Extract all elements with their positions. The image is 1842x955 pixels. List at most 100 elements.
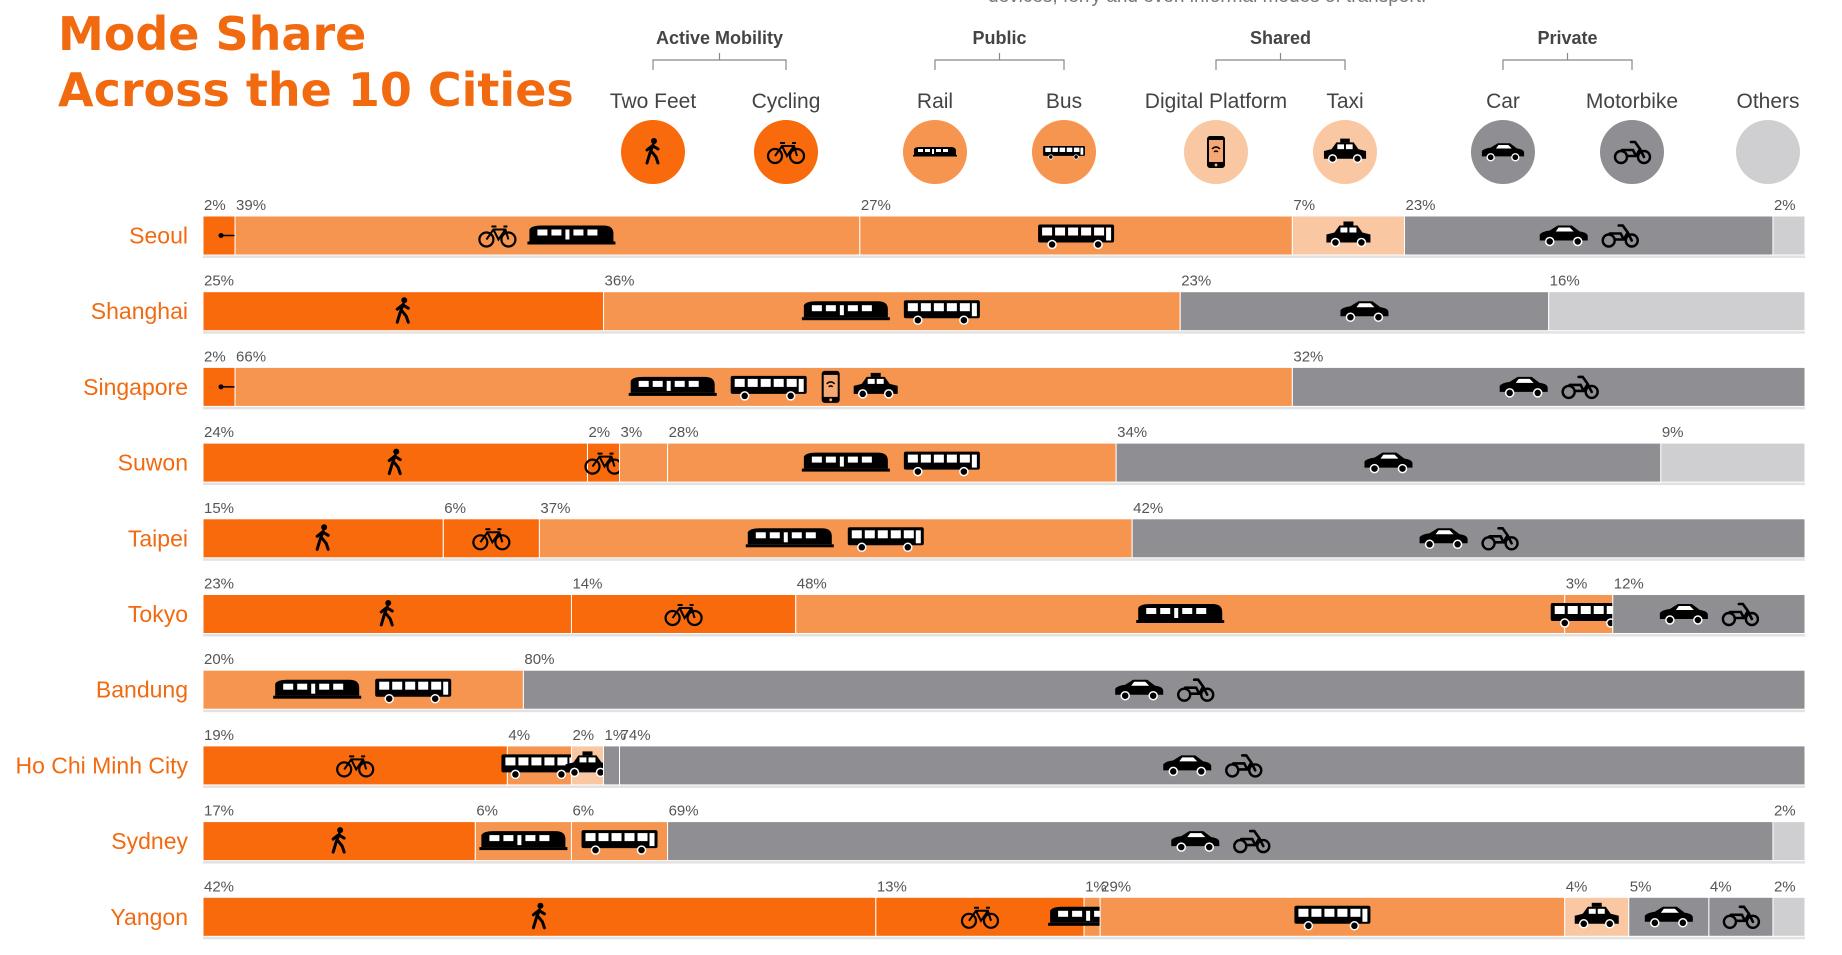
value-label: 32% xyxy=(1293,348,1323,365)
legend-item-label: Rail xyxy=(917,90,953,113)
value-label: 74% xyxy=(621,727,651,744)
legend-item-label: Cycling xyxy=(752,90,821,113)
row-yangon: Yangon 42% 13% 1%29% 4% 5% 4% 2% xyxy=(110,878,1806,940)
row-shanghai: Shanghai 25% 36% 23% 16% xyxy=(91,273,1806,334)
value-label: 4% xyxy=(1710,878,1732,895)
value-label: 23% xyxy=(204,576,234,593)
bar-segment-private xyxy=(1708,896,1774,937)
bar-segment-public xyxy=(619,442,669,483)
legend-items: Two Feet Cycling Rail Bus Digital Platform Ta… xyxy=(610,90,1800,184)
value-label: 80% xyxy=(524,651,554,668)
bar-segment-private xyxy=(1612,594,1806,634)
bar-segment-others xyxy=(1772,821,1806,862)
train-icon xyxy=(801,301,890,321)
value-label: 4% xyxy=(508,727,530,744)
bar-segment-private xyxy=(619,745,1806,786)
value-label: 25% xyxy=(204,273,234,290)
city-label: Ho Chi Minh City xyxy=(15,752,188,778)
train-icon xyxy=(1136,604,1225,623)
value-label: 48% xyxy=(797,576,827,593)
legend-swatch xyxy=(1600,120,1664,184)
bar-segment-private xyxy=(603,745,621,786)
value-label: 9% xyxy=(1662,424,1684,441)
value-label: 7% xyxy=(1293,197,1315,214)
row-bandung: Bandung 20% 80% xyxy=(96,651,1806,713)
title-line-1: Mode Share xyxy=(58,7,367,61)
value-label: 2% xyxy=(588,424,610,441)
legend-item-cycling: Cycling xyxy=(752,90,821,184)
legend-item-label: Taxi xyxy=(1326,90,1363,113)
bar-segment-public xyxy=(202,669,524,710)
value-label: 2% xyxy=(1774,197,1796,214)
legend-item-label: Two Feet xyxy=(610,90,697,113)
value-label: 23% xyxy=(1406,197,1436,214)
city-label: Shanghai xyxy=(91,298,188,324)
value-label: 69% xyxy=(669,803,699,820)
bar-segment-others xyxy=(1772,896,1806,937)
row-singapore: Singapore 2% 66% 32% xyxy=(83,348,1806,410)
city-label: Bandung xyxy=(96,677,188,703)
value-label: 6% xyxy=(572,803,594,820)
value-label: 19% xyxy=(204,727,234,744)
legend-group-label: Private xyxy=(1537,28,1597,48)
value-label: 2% xyxy=(1774,878,1796,895)
legend-group-label: Public xyxy=(972,28,1026,48)
bar-segment-others xyxy=(1772,215,1806,256)
legend-bracket xyxy=(652,53,787,70)
bar-segment-active xyxy=(202,745,508,786)
value-label: 37% xyxy=(540,500,570,517)
bar-segment-others xyxy=(1548,291,1806,332)
value-label: 20% xyxy=(204,651,234,668)
bar-segment-private xyxy=(522,669,1806,710)
value-label: 34% xyxy=(1117,424,1147,441)
value-label: 1% xyxy=(1085,878,1107,895)
bar-segment-public xyxy=(603,291,1181,332)
legend-group-label: Shared xyxy=(1250,28,1311,48)
legend-item-label: Motorbike xyxy=(1586,90,1678,113)
value-label: 6% xyxy=(476,803,498,820)
legend-item-bus: Bus xyxy=(1032,90,1096,184)
legend-item-motorbike: Motorbike xyxy=(1586,90,1678,184)
value-label: 15% xyxy=(204,500,234,517)
legend: Active Mobility Public Shared Private Two F… xyxy=(610,28,1800,184)
row-sydney: Sydney 17% 6% 6% 69% 2% xyxy=(111,803,1806,864)
value-label: 16% xyxy=(1550,273,1580,290)
value-label: 3% xyxy=(1566,576,1588,593)
value-label: 13% xyxy=(877,878,907,895)
value-label: 42% xyxy=(204,878,234,895)
value-label: 23% xyxy=(1181,273,1211,290)
value-label: 36% xyxy=(605,273,635,290)
value-label: 28% xyxy=(669,424,699,441)
bar-segment-private xyxy=(667,821,1774,862)
value-label: 27% xyxy=(861,197,891,214)
chart-rows: Seoul 2% 39% 27% 7% 23% 2% Shanghai 25% 36% 23% 16%… xyxy=(15,197,1806,940)
value-label: 3% xyxy=(621,424,643,441)
legend-item-label: Car xyxy=(1486,90,1520,113)
value-label: 5% xyxy=(1630,878,1652,895)
legend-bracket xyxy=(934,53,1065,70)
city-label: Singapore xyxy=(83,374,188,400)
legend-group-shared: Shared xyxy=(1215,28,1346,70)
bar-segment-private xyxy=(1131,518,1806,559)
bar-segment-public xyxy=(538,518,1133,559)
value-label: 2% xyxy=(204,197,226,214)
city-label: Suwon xyxy=(118,450,188,476)
legend-item-label: Others xyxy=(1736,90,1799,113)
legend-item-others: Others xyxy=(1736,90,1800,184)
train-icon xyxy=(527,225,616,245)
value-label: 2% xyxy=(1774,803,1796,820)
city-label: Seoul xyxy=(129,223,188,249)
value-label: 4% xyxy=(1566,878,1588,895)
city-label: Sydney xyxy=(111,828,188,854)
value-label: 66% xyxy=(236,348,266,365)
train-icon xyxy=(745,528,834,548)
value-label: 2% xyxy=(572,727,594,744)
value-label: 24% xyxy=(204,424,234,441)
legend-bracket xyxy=(1502,53,1633,70)
row-taipei: Taipei 15% 6% 37% 42% xyxy=(128,500,1806,561)
top-note: devices, ferry and even informal modes o… xyxy=(988,0,1426,8)
legend-group-label: Active Mobility xyxy=(656,28,783,48)
value-label: 2% xyxy=(204,348,226,365)
legend-item-digital-platform: Digital Platform xyxy=(1145,90,1287,184)
